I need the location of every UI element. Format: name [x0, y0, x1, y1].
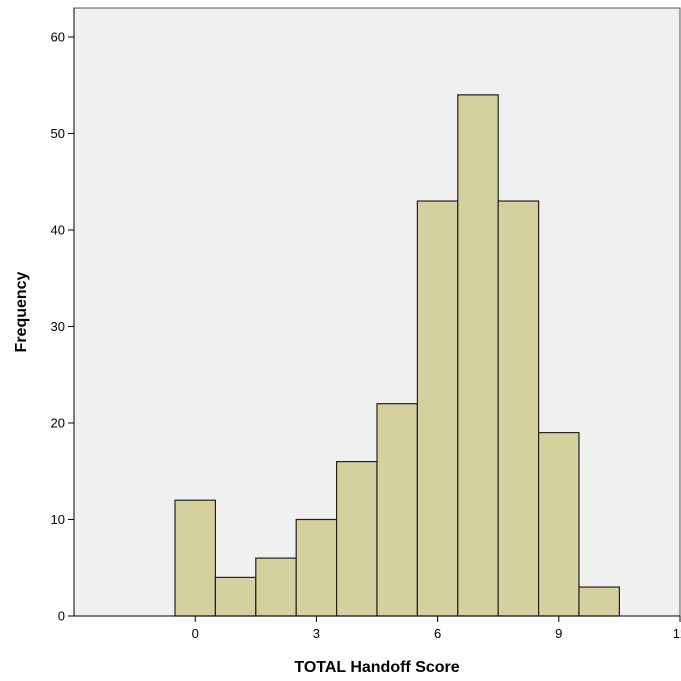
- y-axis-title: Frequency: [13, 271, 30, 352]
- histogram-bar-6: [416, 200, 459, 617]
- y-tick-label-1: 10: [51, 512, 65, 527]
- x-tick-label-4: 12: [673, 626, 681, 641]
- y-tick-label-2: 20: [51, 415, 65, 430]
- x-tick-label-2: 6: [434, 626, 441, 641]
- histogram-bar-8: [497, 200, 540, 617]
- histogram-bar-10: [578, 586, 621, 617]
- histogram-bar-9: [537, 432, 580, 617]
- x-tick-label-3: 9: [555, 626, 562, 641]
- axes-group: 0 10 20 30 40 50 60 0 3 6 9 12: [51, 8, 681, 641]
- y-tick-label-3: 30: [51, 319, 65, 334]
- x-tick-label-1: 3: [313, 626, 320, 641]
- y-tick-label-4: 40: [51, 222, 65, 237]
- y-tick-label-5: 50: [51, 126, 65, 141]
- x-axis-title: TOTAL Handoff Score: [294, 659, 459, 676]
- histogram-bar-7: [457, 94, 499, 617]
- y-tick-label-6: 60: [51, 29, 65, 44]
- histogram-bar-2: [255, 557, 297, 617]
- histogram-bar-3: [295, 518, 338, 617]
- histogram-bar-1: [214, 576, 257, 617]
- y-tick-label-0: 0: [58, 609, 65, 624]
- histogram-bar-5: [376, 403, 419, 617]
- histogram-bar-0: [174, 499, 217, 617]
- x-tick-label-0: 0: [192, 626, 199, 641]
- histogram-bar-4: [336, 460, 378, 617]
